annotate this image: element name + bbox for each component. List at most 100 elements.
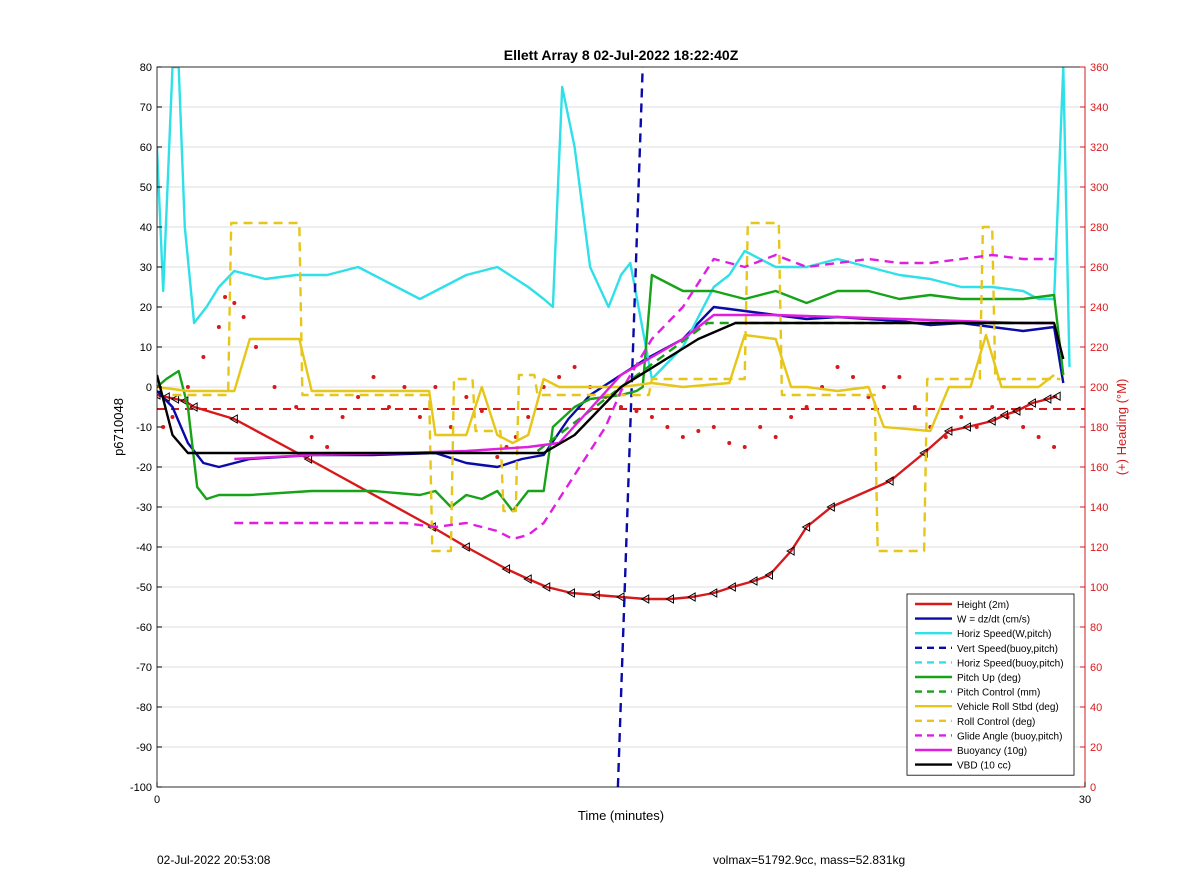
y-tick-label: -40 [136,542,152,554]
y-tick-label: -50 [136,582,152,594]
legend-label: VBD (10 cc) [957,761,1011,772]
height-marker [229,414,238,424]
legend-label: Roll Control (deg) [957,717,1035,728]
heading-point [835,365,840,369]
y2-tick-label: 240 [1090,302,1108,314]
legend-label: Vehicle Roll Stbd (deg) [957,702,1059,713]
heading-point [665,425,670,429]
heading-point [232,301,237,305]
height-marker [919,448,928,458]
heading-point [742,445,747,449]
heading-point [170,415,175,419]
heading-point [371,375,376,379]
height-marker [170,394,180,404]
height-marker [640,594,650,604]
height-marker [1042,394,1052,404]
legend-label: Height (2m) [957,600,1009,611]
y-tick-label: -100 [130,782,152,794]
heading-point [1021,425,1026,429]
heading-point [417,415,422,419]
y-tick-label: 60 [140,142,152,154]
heading-point [897,375,902,379]
heading-point [356,395,361,399]
height-marker [943,426,953,436]
series-line [157,273,1065,513]
heading-point [479,409,484,413]
heading-point [201,355,206,359]
y2-tick-label: 0 [1090,782,1096,794]
heading-point [696,429,701,433]
heading-point [161,425,166,429]
heading-point [272,385,277,389]
y-tick-label: -60 [136,622,152,634]
y2-tick-label: 40 [1090,702,1102,714]
y-tick-label: 0 [146,382,152,394]
y2-tick-label: 60 [1090,662,1102,674]
heading-point [216,325,221,329]
heading-point [387,405,391,409]
y2-tick-label: 180 [1090,422,1108,434]
chart-title: Ellett Array 8 02-Jul-2022 18:22:40Z [504,47,739,63]
y-tick-label: -20 [136,462,152,474]
series-line [616,67,644,787]
heading-point [340,415,345,419]
y2-tick-label: 220 [1090,342,1108,354]
y-tick-label: -70 [136,662,152,674]
heading-point [253,345,258,349]
heading-point [711,425,716,429]
series-line [536,321,1055,452]
y-tick-label: 20 [140,302,152,314]
height-marker [687,592,696,602]
heading-point [495,455,500,459]
x-tick-label: 30 [1079,794,1091,806]
heading-point [448,425,453,429]
height-marker [1027,398,1036,408]
legend-box [906,593,1075,776]
heading-point [223,295,228,299]
height-marker [665,594,674,604]
heading-point [912,405,917,409]
heading-point [325,445,330,449]
heading-point [649,415,654,419]
height-marker [885,476,894,486]
y2-tick-label: 160 [1090,462,1108,474]
y2-tick-label: 200 [1090,382,1108,394]
height-marker [1011,406,1021,416]
heading-point [241,315,246,319]
heading-point [402,385,407,389]
series-layer [157,67,1085,787]
y-tick-label: -80 [136,702,152,714]
height-marker [749,576,758,586]
heading-point [789,415,794,419]
height-marker [461,542,470,552]
height-marker [523,574,532,584]
footer-stats: volmax=51792.9cc, mass=52.831kg [713,853,906,867]
y2-tick-label: 100 [1090,582,1108,594]
height-marker [591,590,600,600]
heading-point [526,415,531,419]
series-line [157,67,1071,381]
heading-point [433,385,438,389]
height-marker [541,582,551,592]
y-tick-label: 40 [140,222,152,234]
height-marker [179,396,189,406]
series-line [157,321,1065,455]
y2-tick-label: 120 [1090,542,1108,554]
y2-axis-label: (+) Heading (°M) [1114,379,1129,476]
y2-tick-label: 280 [1090,222,1108,234]
legend-label: W = dz/dt (cm/s) [957,615,1030,626]
legend-label: Buoyancy (10g) [957,746,1027,757]
height-marker [962,422,971,432]
y-tick-label: -90 [136,742,152,754]
legend-label: Horiz Speed(W,pitch) [957,629,1051,640]
heading-point [727,441,732,445]
heading-point [990,405,995,409]
y-tick-label: -10 [136,422,152,434]
height-marker [303,454,313,464]
heading-point [1036,435,1041,439]
height-marker [501,564,511,574]
heading-point [881,385,886,389]
heading-point [959,415,964,419]
heading-point [309,435,314,439]
